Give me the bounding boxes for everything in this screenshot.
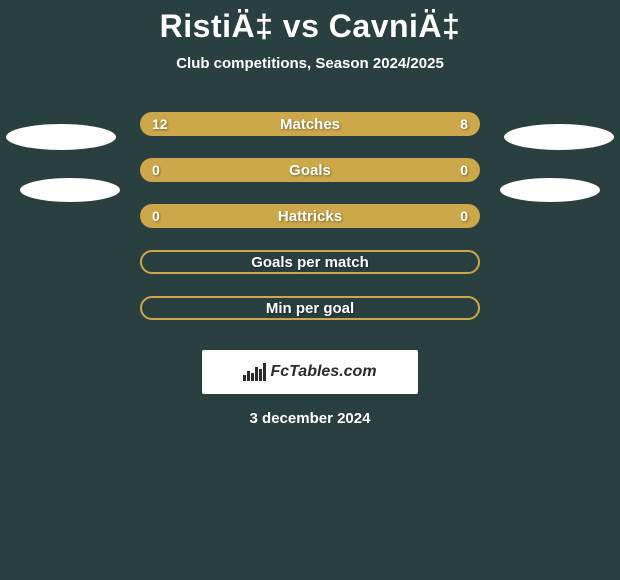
stat-row-min-per-goal: Min per goal xyxy=(0,296,620,320)
stat-label: Matches xyxy=(280,116,340,133)
stat-right-value: 0 xyxy=(460,208,468,224)
page-subtitle: Club competitions, Season 2024/2025 xyxy=(176,55,444,72)
stat-bar: Goals per match xyxy=(140,250,480,274)
brand-inner: FcTables.com xyxy=(243,363,376,381)
stat-row-goals: 0 Goals 0 xyxy=(0,158,620,182)
stat-left-value: 12 xyxy=(152,116,168,132)
stat-label: Goals per match xyxy=(251,254,369,271)
stat-label: Hattricks xyxy=(278,208,342,225)
stat-right-value: 8 xyxy=(460,116,468,132)
brand-badge[interactable]: FcTables.com xyxy=(202,350,418,394)
stat-left-value: 0 xyxy=(152,162,160,178)
page-title: RistiÄ‡ vs CavniÄ‡ xyxy=(160,8,461,45)
date-text: 3 december 2024 xyxy=(250,410,371,427)
stat-left-value: 0 xyxy=(152,208,160,224)
stat-bar: 12 Matches 8 xyxy=(140,112,480,136)
stat-bar: Min per goal xyxy=(140,296,480,320)
stat-label: Goals xyxy=(289,162,331,179)
stat-label: Min per goal xyxy=(266,300,354,317)
chart-icon xyxy=(243,363,266,381)
stat-bar: 0 Goals 0 xyxy=(140,158,480,182)
comparison-card: RistiÄ‡ vs CavniÄ‡ Club competitions, Se… xyxy=(0,0,620,427)
stat-row-goals-per-match: Goals per match xyxy=(0,250,620,274)
stat-bar: 0 Hattricks 0 xyxy=(140,204,480,228)
stat-row-hattricks: 0 Hattricks 0 xyxy=(0,204,620,228)
brand-text: FcTables.com xyxy=(270,363,376,381)
stat-right-value: 0 xyxy=(460,162,468,178)
stat-row-matches: 12 Matches 8 xyxy=(0,112,620,136)
